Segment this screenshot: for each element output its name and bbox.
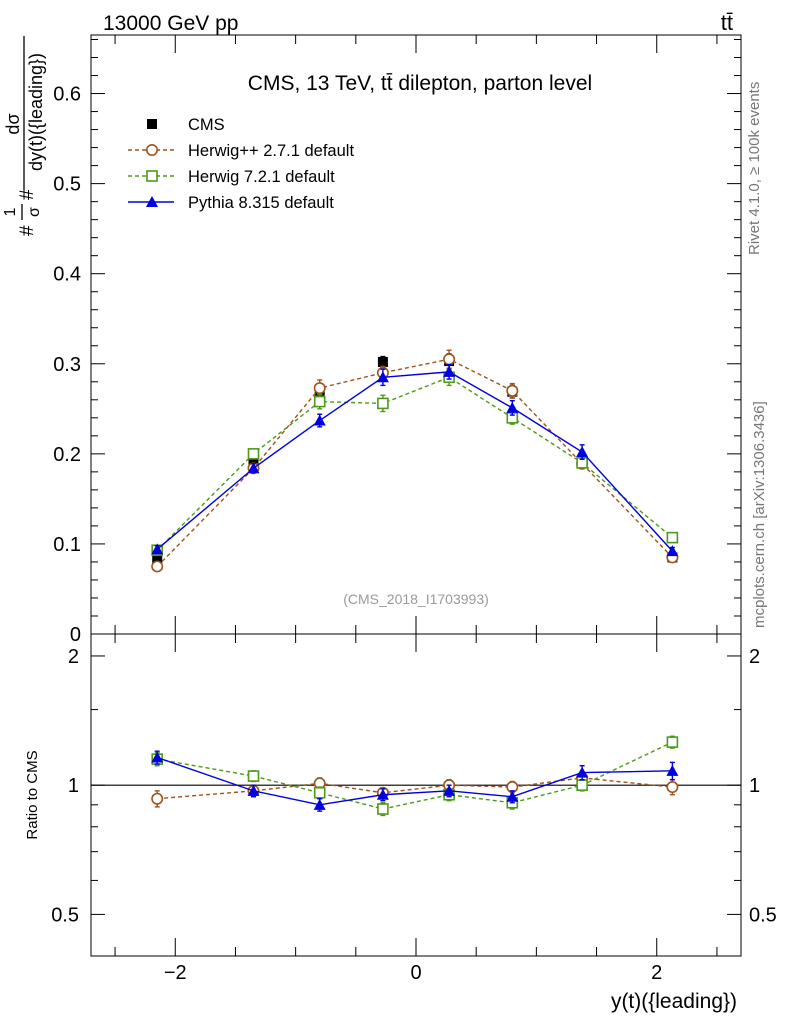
main-series-line xyxy=(156,358,673,567)
main-y-label-hash2: # xyxy=(17,189,38,200)
legend-marker xyxy=(146,144,159,157)
main-y-tick-label: 0.3 xyxy=(53,354,81,376)
main-panel: CMS, 13 TeV, tt̄ dilepton, parton level … xyxy=(2,34,742,646)
main-y-label-sigma: σ xyxy=(26,207,43,217)
ratio-y-tick-label: 2 xyxy=(68,646,79,668)
main-series-herwig-2-7-1-default xyxy=(151,349,679,573)
legend: CMS Herwig++ 2.7.1 default Herwig 7.2.1 de… xyxy=(128,116,354,212)
ratio-data-point xyxy=(247,784,260,796)
legend-marker xyxy=(146,196,158,207)
main-data-point xyxy=(443,353,456,366)
ratio-series-pythia-8-315-default xyxy=(151,750,679,812)
ratio-data-point xyxy=(666,781,679,794)
ratio-y-tick-label: 0.5 xyxy=(51,904,79,926)
legend-item: CMS xyxy=(147,116,225,134)
ratio-data-point xyxy=(443,784,456,796)
main-y-tick-label: 0.2 xyxy=(53,444,81,466)
ratio-plot-frame xyxy=(90,633,742,957)
main-data-point xyxy=(151,560,164,573)
x-axis-label: y(t)({leading}) xyxy=(611,990,737,1013)
ratio-series-line xyxy=(156,756,673,806)
main-data-point xyxy=(247,448,260,460)
main-y-tick-label: 0 xyxy=(70,624,81,646)
main-data-point xyxy=(666,531,679,544)
main-y-tick-label: 0.1 xyxy=(53,534,81,556)
main-y-label-dsigma: dσ xyxy=(3,113,23,134)
watermark: (CMS_2018_I1703993) xyxy=(343,591,489,607)
ratio-data-point xyxy=(151,751,164,763)
process-label: tt̄ xyxy=(721,10,733,35)
main-y-tick-label: 0.5 xyxy=(53,174,81,196)
ratio-y-label: Ratio to CMS xyxy=(24,750,41,839)
main-y-label: # 1 σ # dσ dy(t)({leading}) xyxy=(2,36,46,236)
legend-label: Herwig 7.2.1 default xyxy=(188,168,335,186)
chart-title: CMS, 13 TeV, tt̄ dilepton, parton level xyxy=(248,72,592,95)
ratio-x-tick-label: −2 xyxy=(164,962,187,984)
legend-marker xyxy=(147,119,157,129)
ratio-data-point xyxy=(576,766,589,778)
ratio-data-point xyxy=(576,779,588,791)
legend-label: Herwig++ 2.7.1 default xyxy=(188,142,354,160)
main-x-axis xyxy=(114,35,718,634)
ratio-x-axis: −2 0 2 xyxy=(114,634,718,984)
ratio-y-axis: 0.5 0.5 1 1 2 2 xyxy=(51,646,777,926)
legend-item: Herwig 7.2.1 default xyxy=(128,168,335,186)
ratio-x-tick-label: 2 xyxy=(651,962,662,984)
main-y-label-denominator: dy(t)({leading}) xyxy=(26,53,46,171)
ratio-data-point xyxy=(376,788,389,800)
main-data-point xyxy=(313,395,326,408)
ratio-panel: 0.5 0.5 1 1 2 2 −2 0 2 Ratio to CMS xyxy=(24,633,777,984)
ratio-data-point xyxy=(313,798,326,810)
ratio-y-tick-label-right: 1 xyxy=(749,775,760,797)
main-y-label-hash1: # xyxy=(17,225,38,236)
main-data-point xyxy=(151,543,164,555)
main-data-point xyxy=(576,446,589,458)
main-data-point xyxy=(313,382,326,395)
main-data-point xyxy=(377,356,388,367)
main-data-point xyxy=(666,545,679,557)
energy-label: 13000 GeV pp xyxy=(103,12,238,35)
ratio-data-point xyxy=(377,803,389,815)
main-data-point xyxy=(443,365,456,377)
main-series-herwig-7-2-1-default xyxy=(151,368,679,557)
main-data-point xyxy=(377,397,389,410)
ratio-data-point xyxy=(666,764,679,776)
ratio-y-tick-label-right: 0.5 xyxy=(749,904,777,926)
legend-label: CMS xyxy=(188,116,225,134)
legend-marker xyxy=(146,170,158,182)
ratio-data-point xyxy=(666,736,679,748)
main-y-axis: 0 0.1 0.2 0.3 0.4 0.5 0.6 xyxy=(53,39,741,646)
ratio-series-line xyxy=(157,777,673,800)
ratio-y-tick-label: 1 xyxy=(68,775,79,797)
main-y-tick-label: 0.6 xyxy=(53,84,81,106)
ratio-series-line xyxy=(157,741,673,810)
main-series-group xyxy=(151,349,679,573)
rivet-label: Rivet 4.1.0, ≥ 100k events xyxy=(746,82,763,255)
ratio-y-tick-label-right: 2 xyxy=(749,646,760,668)
main-data-point xyxy=(247,462,260,474)
main-series-line xyxy=(156,371,673,552)
main-series-cms xyxy=(152,353,678,567)
ratio-series-herwig-7-2-1-default xyxy=(151,735,679,817)
mcplots-label: mcplots.cern.ch [arXiv:1306.3436] xyxy=(751,401,768,628)
ratio-series-group xyxy=(151,735,679,817)
main-y-tick-label: 0.4 xyxy=(53,264,81,286)
main-y-label-one: 1 xyxy=(2,207,19,216)
ratio-x-tick-label: 0 xyxy=(410,962,421,984)
ratio-data-point xyxy=(506,790,519,802)
main-data-point xyxy=(376,371,389,383)
main-data-point xyxy=(506,384,519,397)
ratio-data-point xyxy=(247,770,260,782)
legend-item: Herwig++ 2.7.1 default xyxy=(128,142,354,160)
ratio-data-point xyxy=(151,792,164,805)
ratio-series-herwig-2-7-1-default xyxy=(151,771,679,808)
main-series-line xyxy=(156,376,673,551)
legend-label: Pythia 8.315 default xyxy=(188,194,334,212)
ratio-data-point xyxy=(313,786,326,799)
main-data-point xyxy=(313,414,326,426)
main-series-pythia-8-315-default xyxy=(151,363,679,557)
main-data-point xyxy=(506,401,519,413)
legend-item: Pythia 8.315 default xyxy=(128,194,334,212)
